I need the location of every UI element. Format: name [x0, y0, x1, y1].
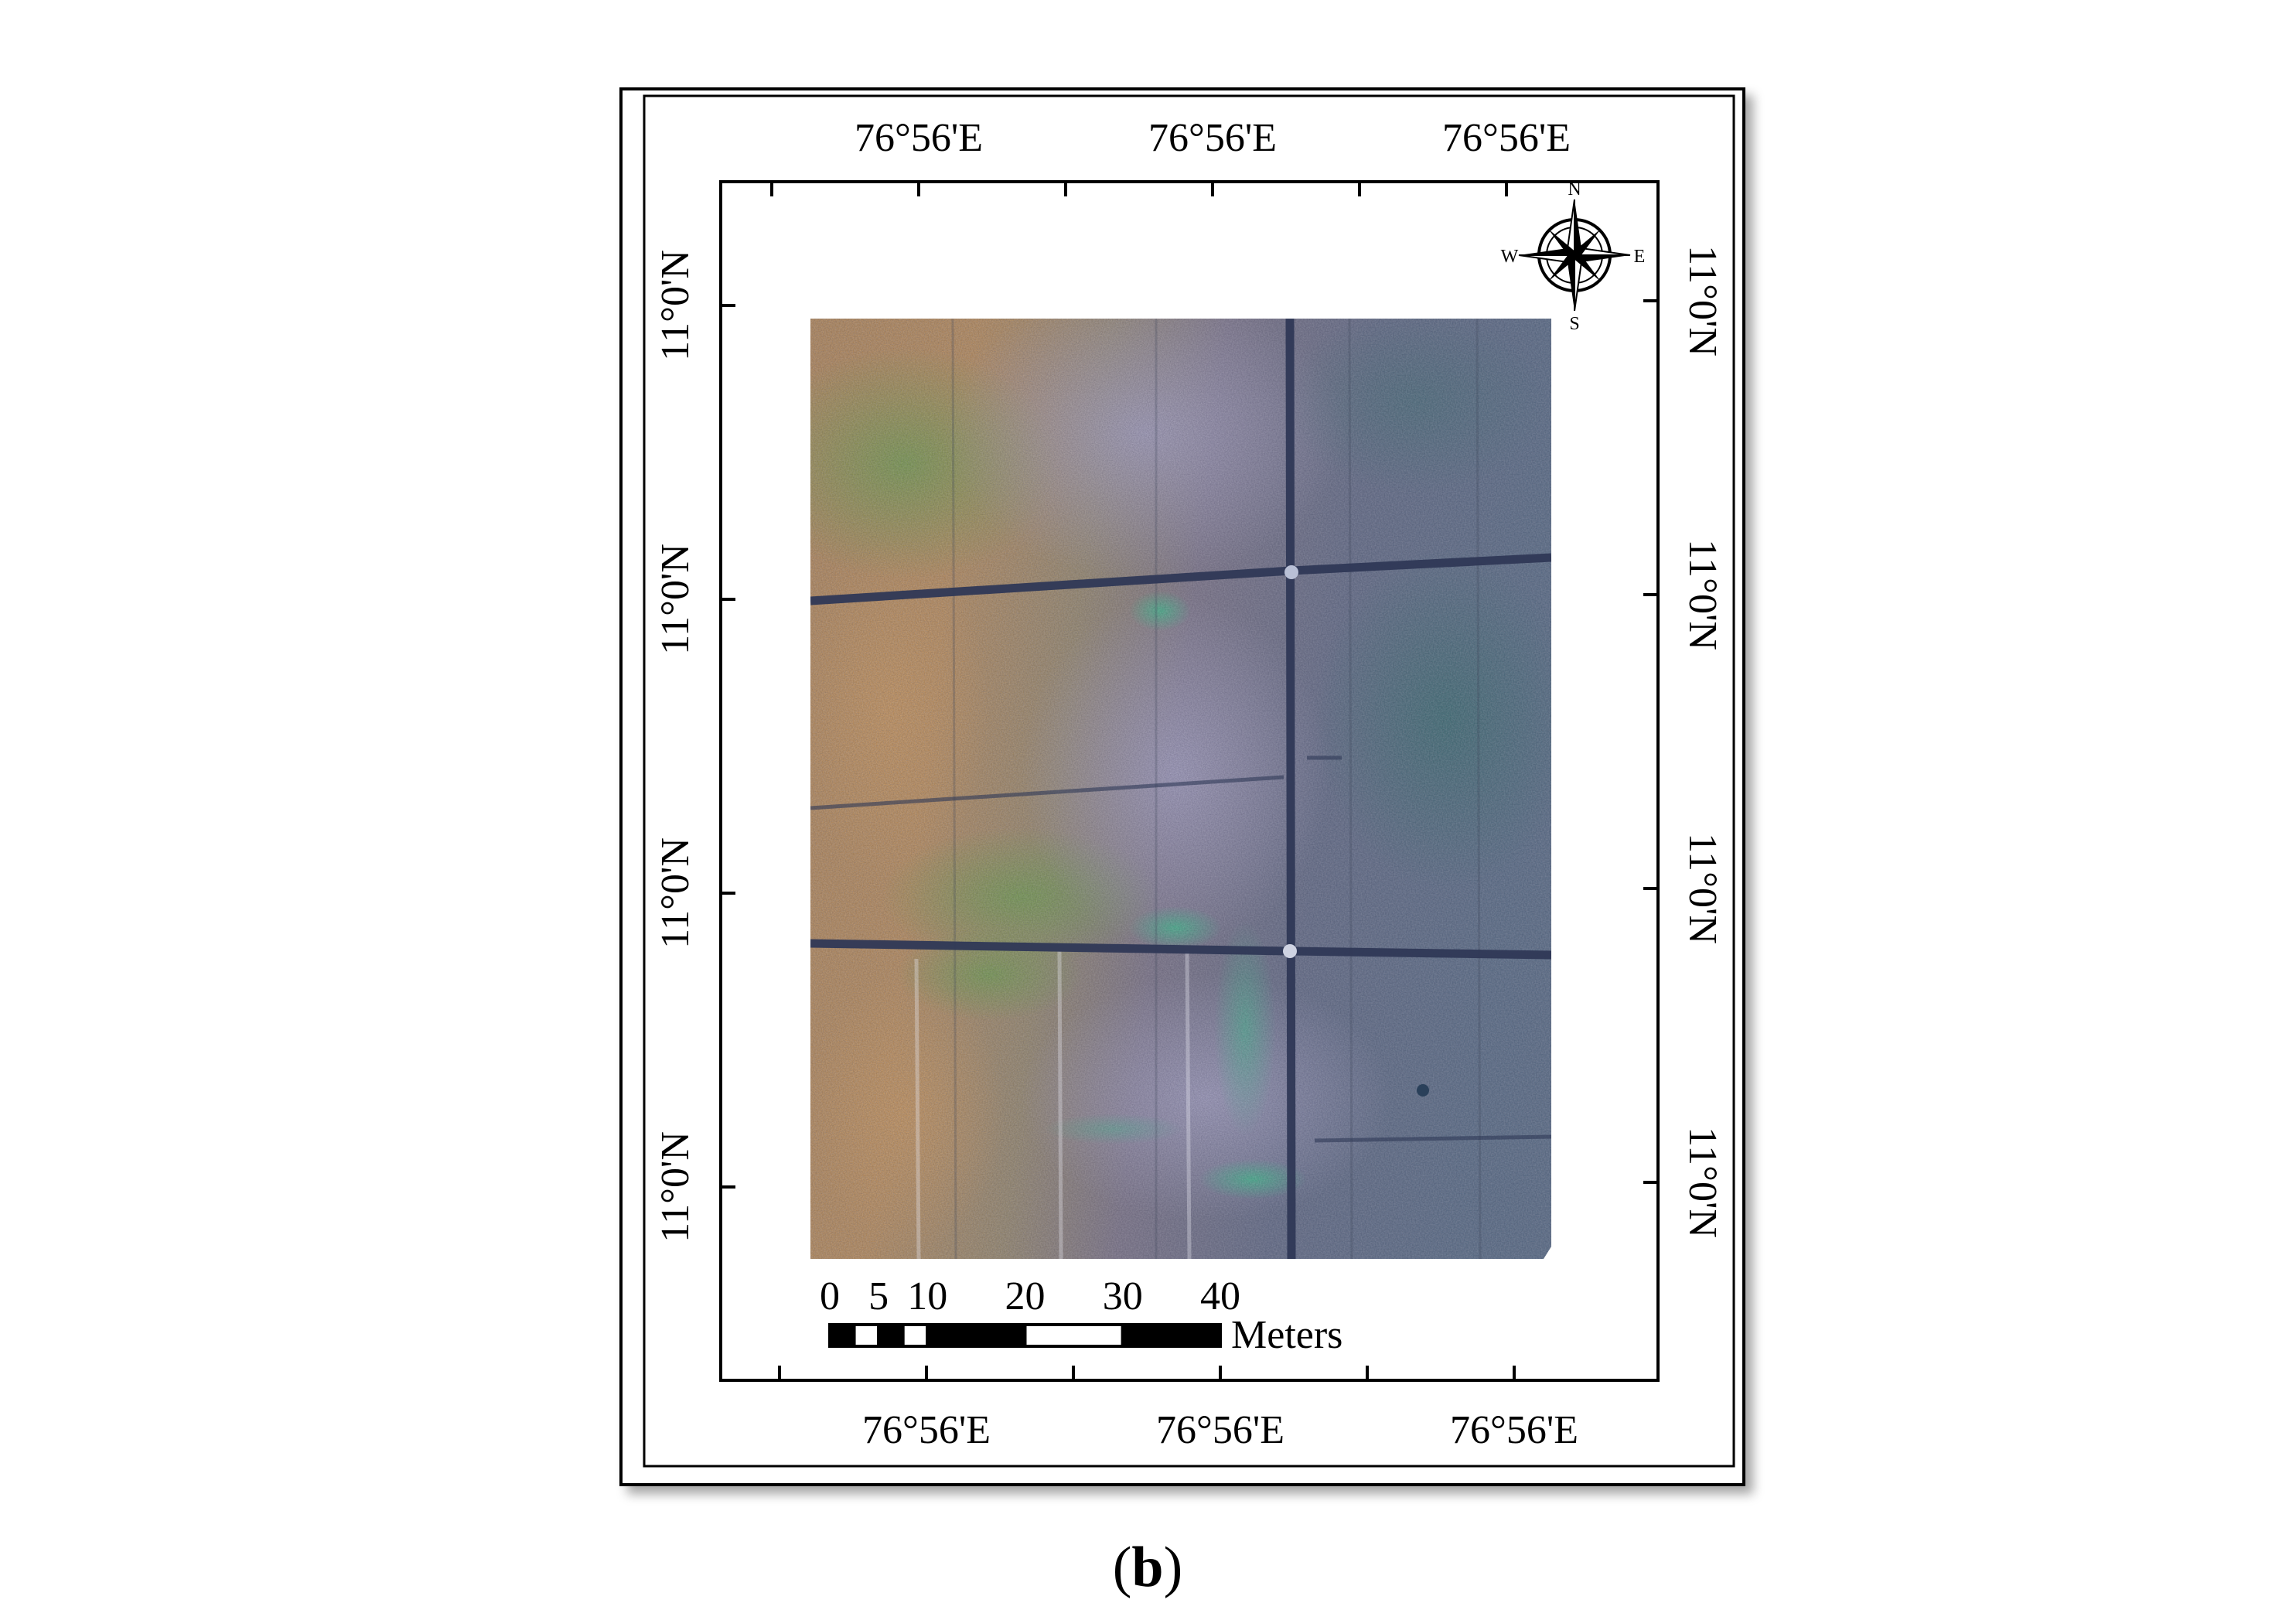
left-lat-label-4: 11°0'N [653, 1131, 698, 1243]
top-lon-label-2: 76°56'E [1148, 116, 1277, 160]
inner-neatline [643, 94, 1735, 1468]
scale-bar-segment [1023, 1323, 1124, 1348]
top-lon-label-1: 76°56'E [855, 116, 983, 160]
orthomosaic-image [810, 319, 1551, 1259]
compass-n-label: N [1568, 179, 1581, 200]
right-lat-label-2: 11°0'N [1680, 539, 1725, 650]
scale-bar-tick-label: 30 [1103, 1274, 1143, 1318]
scale-bar-tick-label: 20 [1005, 1274, 1046, 1318]
compass-s-label: S [1569, 314, 1579, 334]
bottom-lon-label-3: 76°56'E [1450, 1408, 1578, 1452]
bottom-lon-label-1: 76°56'E [862, 1408, 991, 1452]
top-lon-label-3: 76°56'E [1442, 116, 1571, 160]
scale-bar-tick-label: 5 [868, 1274, 889, 1318]
scale-bar: 0 5 10 20 30 40 Meters [820, 1274, 1342, 1357]
scale-bar-segment [877, 1323, 905, 1348]
graticule-ticks [721, 182, 1658, 1380]
left-lat-label-1: 11°0'N [653, 250, 698, 361]
compass-e-label: E [1634, 247, 1646, 267]
caption-open-paren: ( [1112, 1536, 1132, 1599]
scale-bar-segment [926, 1323, 1027, 1348]
north-arrow-icon: N E S W [1501, 179, 1646, 334]
scale-bar-tick-label: 10 [907, 1274, 947, 1318]
scale-bar-tick-label: 40 [1200, 1274, 1240, 1318]
scale-bar-tick-label: 0 [820, 1274, 840, 1318]
right-lat-label-1: 11°0'N [1680, 245, 1725, 356]
bottom-lon-label-2: 76°56'E [1156, 1408, 1284, 1452]
scale-bar-segment [852, 1323, 881, 1348]
scale-bar-unit: Meters [1231, 1313, 1342, 1357]
left-lat-label-3: 11°0'N [653, 837, 698, 949]
caption-close-paren: ) [1163, 1536, 1183, 1599]
figure-caption: (b) [1113, 1535, 1182, 1601]
scale-bar-segment [1121, 1323, 1222, 1348]
scale-bar-segment [901, 1323, 930, 1348]
left-lat-label-2: 11°0'N [653, 544, 698, 655]
right-lat-label-4: 11°0'N [1680, 1127, 1725, 1238]
scale-bar-segment [828, 1323, 856, 1348]
caption-letter: b [1131, 1536, 1164, 1599]
compass-w-label: W [1501, 247, 1519, 267]
right-lat-label-3: 11°0'N [1680, 833, 1725, 944]
